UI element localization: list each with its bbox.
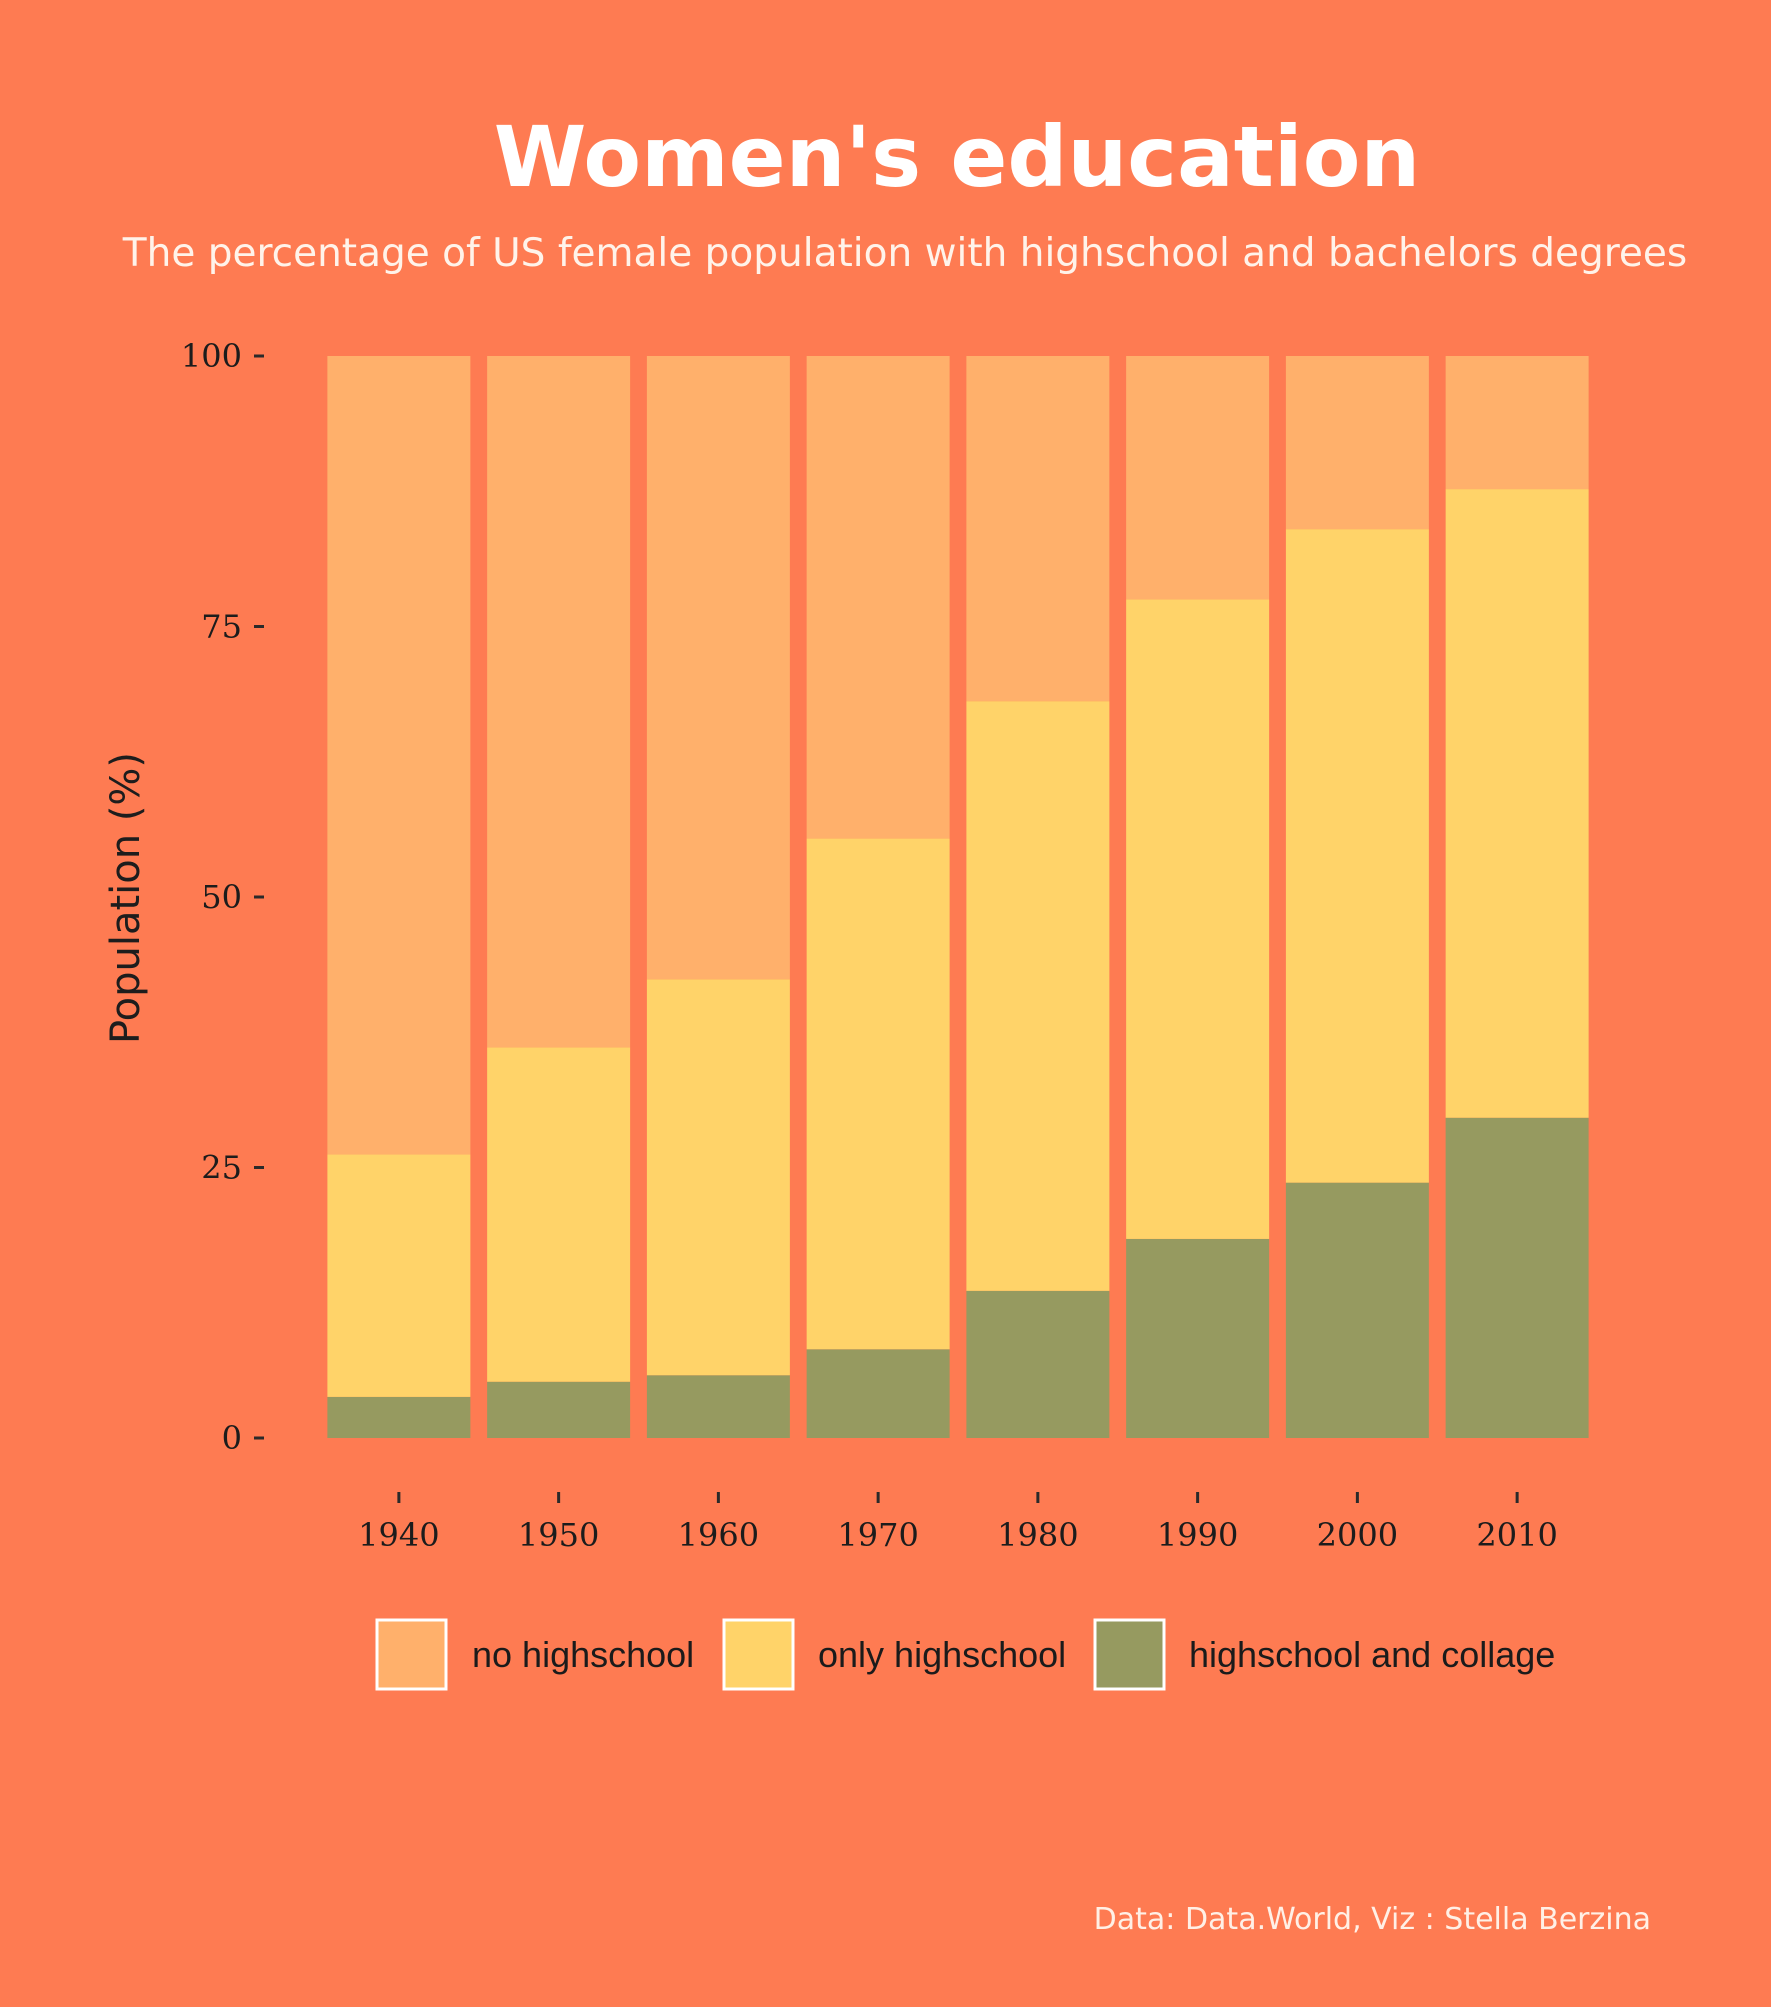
legend-swatch-only-highschool: [722, 1618, 795, 1691]
bar-no-highschool-1990: [1126, 356, 1270, 600]
x-tick-label-1980: 1980: [997, 1516, 1078, 1554]
legend-swatch-highschool-and-collage: [1093, 1618, 1166, 1691]
chart-title: Women's education: [494, 108, 1420, 206]
legend: no highschool only highschool highschool a…: [375, 1618, 1555, 1691]
bar-highschool-and-collage-2010: [1445, 1117, 1589, 1438]
bars-layer: [327, 356, 1589, 1438]
y-tick-label-50: 50: [201, 878, 242, 916]
bar-only-highschool-2000: [1285, 529, 1429, 1183]
y-tick-label-25: 25: [201, 1149, 242, 1187]
x-axis: 1940 1950 1960 1970 1980 1990 2000 2010: [358, 1492, 1558, 1554]
bar-only-highschool-1980: [966, 701, 1110, 1291]
bar-only-highschool-1950: [487, 1047, 631, 1382]
x-tick-label-1960: 1960: [678, 1516, 759, 1554]
chart-subtitle: The percentage of US female population w…: [122, 231, 1687, 276]
x-tick-label-1950: 1950: [518, 1516, 599, 1554]
chart-caption: Data: Data.World, Viz : Stella Berzina: [1094, 1902, 1651, 1937]
legend-swatch-no-highschool: [375, 1618, 448, 1691]
y-tick-label-75: 75: [201, 608, 242, 646]
bar-no-highschool-2000: [1285, 356, 1429, 530]
bar-highschool-and-collage-2000: [1285, 1182, 1429, 1438]
bar-no-highschool-1950: [487, 356, 631, 1048]
bar-only-highschool-2010: [1445, 489, 1589, 1118]
y-tick-label-0: 0: [222, 1419, 242, 1457]
x-tick-label-1990: 1990: [1157, 1516, 1238, 1554]
bar-highschool-and-collage-1970: [806, 1349, 950, 1438]
bar-only-highschool-1960: [646, 979, 790, 1376]
bar-only-highschool-1970: [806, 838, 950, 1350]
bar-highschool-and-collage-1960: [646, 1375, 790, 1438]
y-axis-label: Population (%): [103, 752, 149, 1044]
bar-no-highschool-1960: [646, 356, 790, 980]
bar-no-highschool-1970: [806, 356, 950, 839]
legend-label-only-highschool: only highschool: [818, 1634, 1066, 1675]
bar-highschool-and-collage-1980: [966, 1290, 1110, 1438]
bar-highschool-and-collage-1940: [327, 1396, 471, 1438]
bar-highschool-and-collage-1990: [1126, 1238, 1270, 1438]
legend-label-no-highschool: no highschool: [472, 1634, 694, 1675]
bar-no-highschool-1940: [327, 356, 471, 1155]
x-tick-label-1940: 1940: [358, 1516, 439, 1554]
legend-label-highschool-and-collage: highschool and collage: [1189, 1634, 1555, 1675]
x-tick-label-1970: 1970: [837, 1516, 918, 1554]
bar-only-highschool-1990: [1126, 599, 1270, 1239]
y-axis: 0 25 50 75 100: [181, 337, 264, 1457]
x-tick-label-2010: 2010: [1476, 1516, 1557, 1554]
bar-only-highschool-1940: [327, 1154, 471, 1397]
y-tick-label-100: 100: [181, 337, 242, 375]
x-tick-label-2000: 2000: [1317, 1516, 1398, 1554]
bar-no-highschool-2010: [1445, 356, 1589, 490]
bar-no-highschool-1980: [966, 356, 1110, 702]
bar-highschool-and-collage-1950: [487, 1381, 631, 1438]
